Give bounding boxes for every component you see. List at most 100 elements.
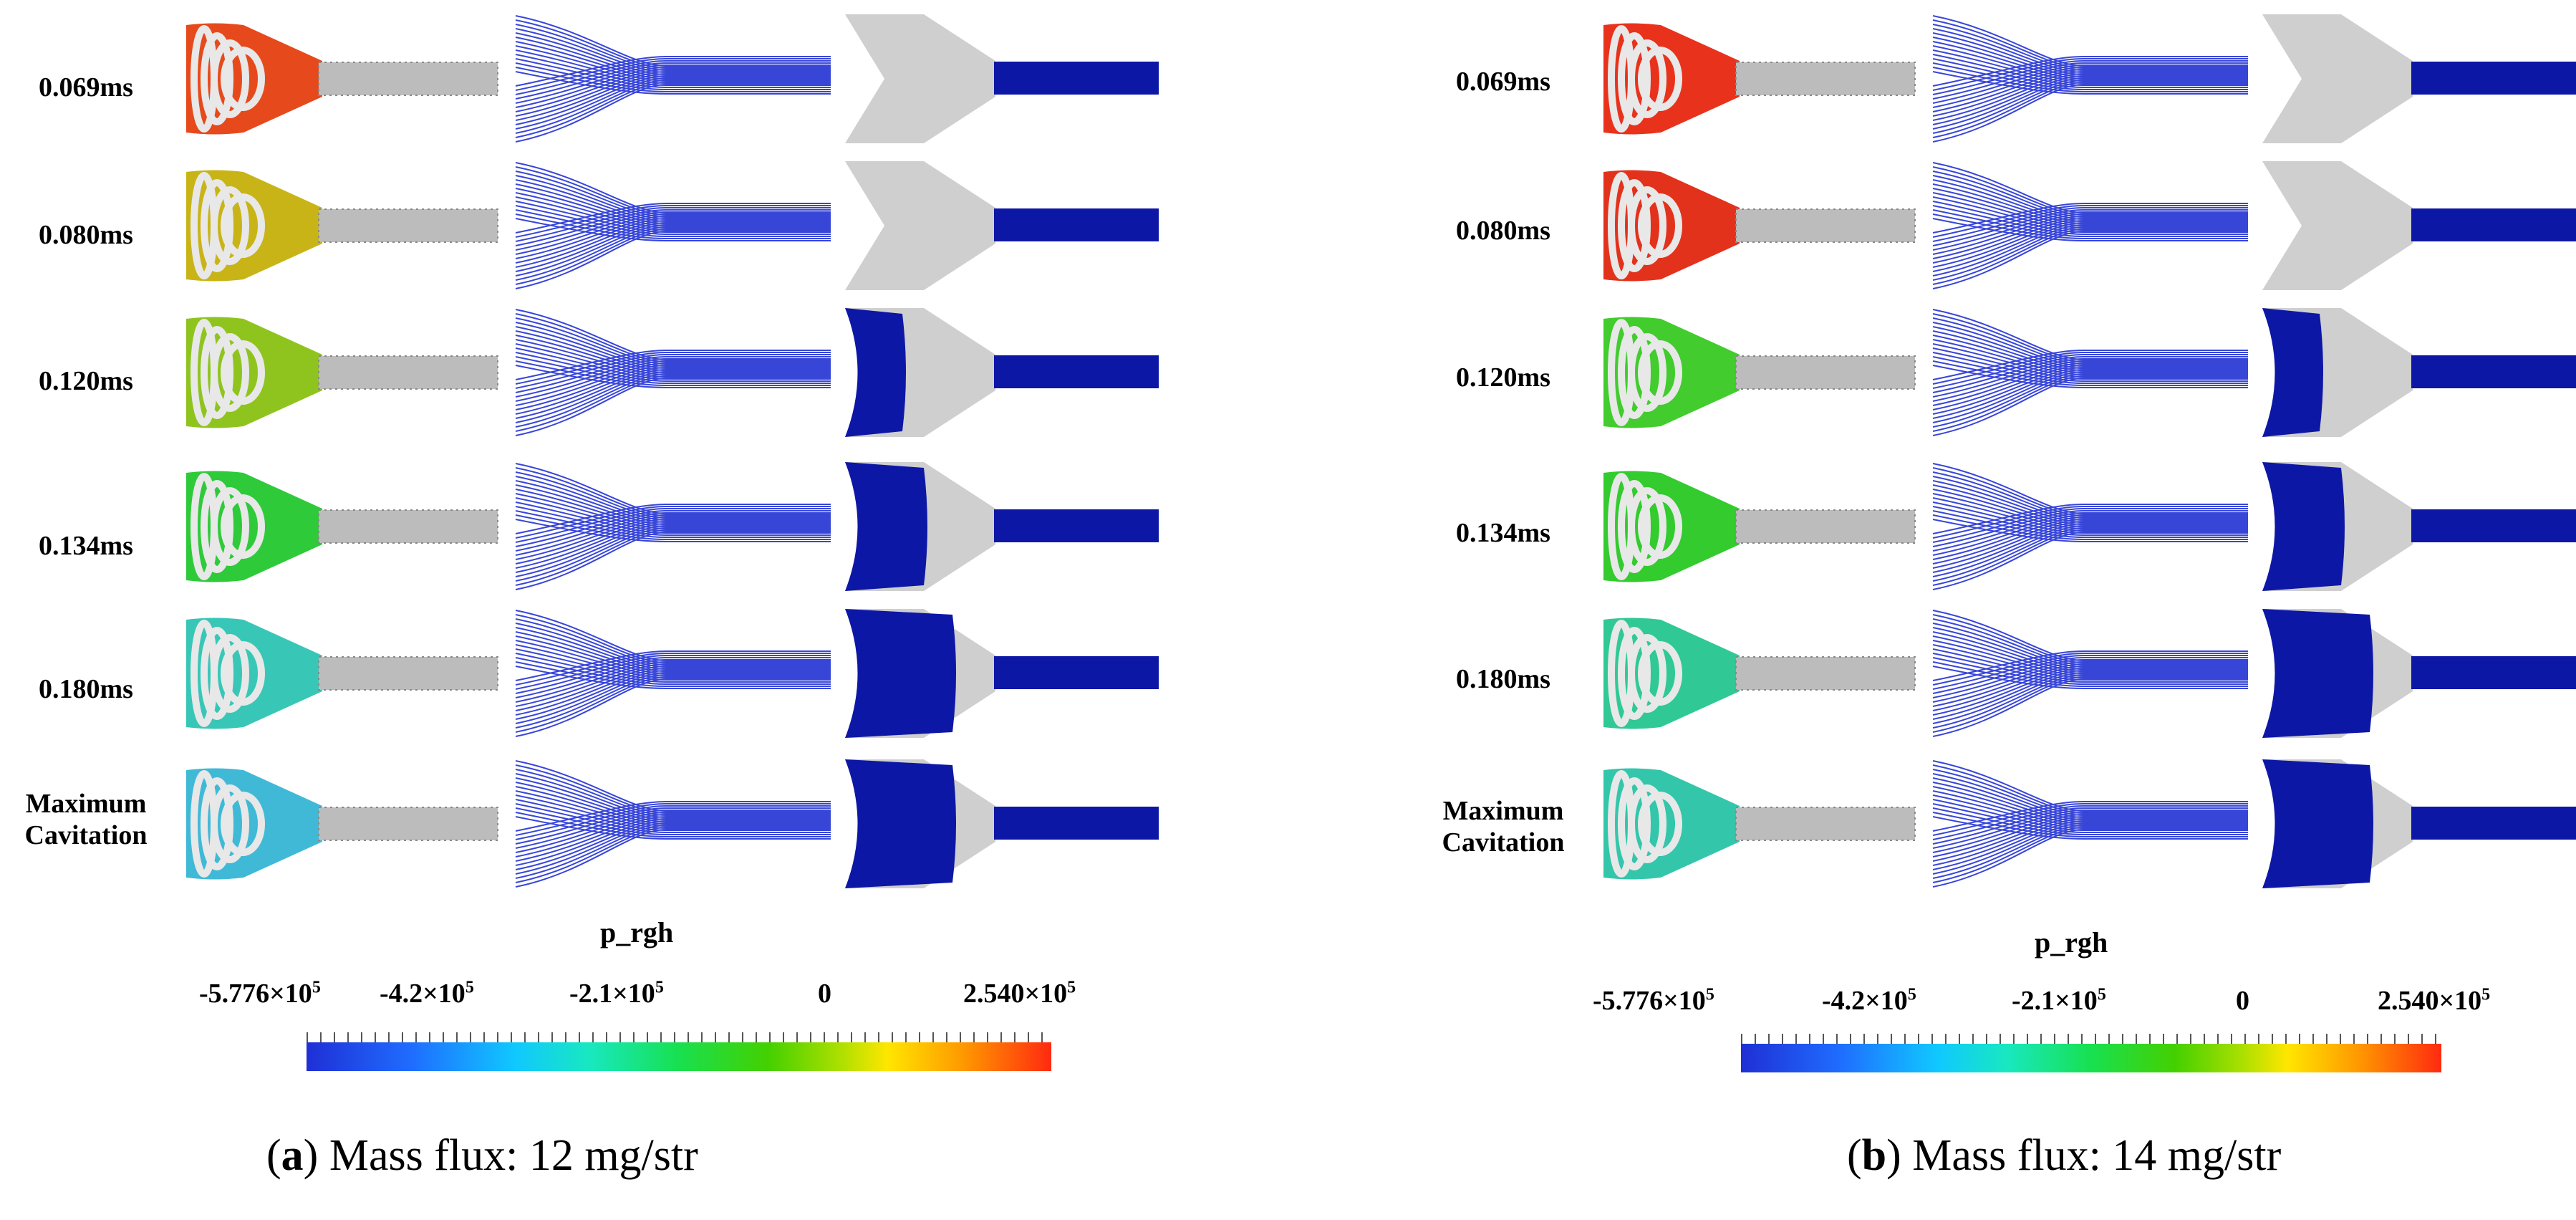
- nozzle-pressure-image: [186, 23, 498, 135]
- pressure-cell: [1589, 613, 1926, 738]
- colorbar-tick-label: -4.2×105: [380, 978, 474, 1009]
- cavitation-cell: [831, 752, 1167, 899]
- cavitation-image: [2262, 462, 2576, 591]
- pressure-cell: [1589, 18, 1926, 143]
- row-label: 0.080ms: [1456, 216, 1550, 246]
- colorbar-tick-label: 0: [2236, 986, 2249, 1016]
- pressure-cell: [172, 466, 508, 591]
- streamline-image: [1932, 309, 2248, 436]
- nozzle-pressure-image: [186, 471, 498, 582]
- cavitation-image: [2262, 308, 2576, 437]
- colorbar-tick-label: -4.2×105: [1822, 985, 1916, 1016]
- panel-a: 0.069ms 0.080ms 0.120ms 0.134ms 0.180ms …: [24, 7, 1167, 1180]
- cavitation-image: [845, 308, 1159, 437]
- cavitation-cell: [2248, 301, 2576, 448]
- colorbar-tick-label: -5.776×105: [199, 978, 321, 1009]
- streamline-cell: [501, 154, 838, 301]
- row-label: 0.120ms: [1456, 362, 1550, 393]
- streamline-image: [1932, 760, 2248, 888]
- pressure-cell: [172, 613, 508, 738]
- cavitation-image: [845, 14, 1159, 143]
- colorbar-tick-label: -2.1×105: [2012, 985, 2106, 1016]
- cavitation-image: [845, 609, 1159, 738]
- streamline-image: [1932, 15, 2248, 143]
- row-label: Maximum Cavitation: [24, 789, 148, 850]
- streamline-cell: [1919, 752, 2255, 899]
- cavitation-cell: [2248, 752, 2576, 899]
- row-label: 0.180ms: [39, 674, 133, 704]
- streamline-image: [1932, 162, 2248, 289]
- nozzle-pressure-image: [186, 170, 498, 282]
- pressure-cell: [172, 312, 508, 437]
- row-label: 0.180ms: [1456, 664, 1550, 694]
- streamline-image: [515, 610, 831, 737]
- cavitation-image: [2262, 14, 2576, 143]
- colorbar-tick-label: 2.540×105: [2378, 985, 2491, 1016]
- nozzle-pressure-image: [1603, 471, 1916, 582]
- streamline-image: [515, 760, 831, 888]
- nozzle-pressure-image: [1603, 768, 1916, 880]
- colorbar: [307, 1032, 1051, 1071]
- colorbar-tick-label: 2.540×105: [963, 978, 1076, 1009]
- streamline-cell: [1919, 455, 2255, 602]
- row-label: 0.134ms: [39, 531, 133, 561]
- row-label: Maximum Cavitation: [1442, 796, 1565, 858]
- streamline-image: [515, 15, 831, 143]
- cavitation-cell: [2248, 154, 2576, 301]
- colorbar-tick-label: -5.776×105: [1593, 985, 1714, 1016]
- legend-title: p_rgh: [600, 916, 674, 948]
- figure-caption: (b) Mass flux: 14 mg/str: [1847, 1131, 2282, 1180]
- cavitation-cell: [2248, 7, 2576, 154]
- streamline-cell: [1919, 154, 2255, 301]
- streamline-cell: [501, 7, 838, 154]
- streamline-image: [515, 162, 831, 289]
- colorbar-tick-label: 0: [818, 979, 831, 1009]
- streamline-image: [1932, 610, 2248, 737]
- row-label: 0.080ms: [39, 220, 133, 250]
- cavitation-image: [845, 462, 1159, 591]
- streamline-cell: [1919, 602, 2255, 749]
- cavitation-cell: [831, 154, 1167, 301]
- cavitation-image: [845, 759, 1159, 888]
- nozzle-pressure-image: [1603, 618, 1916, 729]
- panel-b: 0.069ms 0.080ms 0.120ms 0.134ms 0.180ms …: [1288, 0, 2576, 1220]
- pressure-cell: [1589, 763, 1926, 888]
- pressure-cell: [172, 18, 508, 143]
- cavitation-image: [2262, 759, 2576, 888]
- nozzle-pressure-image: [186, 618, 498, 729]
- streamline-cell: [501, 301, 838, 448]
- row-label: 0.120ms: [39, 366, 133, 396]
- legend-title: p_rgh: [2035, 926, 2108, 959]
- row-label: 0.069ms: [1456, 67, 1550, 97]
- nozzle-pressure-image: [1603, 170, 1916, 282]
- streamline-cell: [1919, 7, 2255, 154]
- colorbar-tick-label: -2.1×105: [569, 978, 664, 1009]
- cavitation-cell: [831, 7, 1167, 154]
- cavitation-cell: [831, 301, 1167, 448]
- nozzle-pressure-image: [186, 317, 498, 428]
- cavitation-image: [2262, 609, 2576, 738]
- streamline-cell: [501, 752, 838, 899]
- cavitation-cell: [2248, 455, 2576, 602]
- cavitation-cell: [2248, 602, 2576, 749]
- cavitation-cell: [831, 602, 1167, 749]
- row-label: 0.069ms: [39, 72, 133, 102]
- nozzle-pressure-image: [1603, 317, 1916, 428]
- pressure-cell: [1589, 165, 1926, 290]
- cavitation-image: [845, 161, 1159, 290]
- pressure-cell: [1589, 466, 1926, 591]
- nozzle-pressure-image: [186, 768, 498, 880]
- streamline-cell: [1919, 301, 2255, 448]
- pressure-cell: [172, 165, 508, 290]
- figure-caption: (a) Mass flux: 12 mg/str: [266, 1131, 698, 1180]
- streamline-cell: [501, 602, 838, 749]
- colorbar: [1741, 1034, 2441, 1072]
- nozzle-pressure-image: [1603, 23, 1916, 135]
- cavitation-image: [2262, 161, 2576, 290]
- streamline-cell: [501, 455, 838, 602]
- pressure-cell: [1589, 312, 1926, 437]
- streamline-image: [515, 309, 831, 436]
- pressure-cell: [172, 763, 508, 888]
- streamline-image: [515, 463, 831, 590]
- cavitation-cell: [831, 455, 1167, 602]
